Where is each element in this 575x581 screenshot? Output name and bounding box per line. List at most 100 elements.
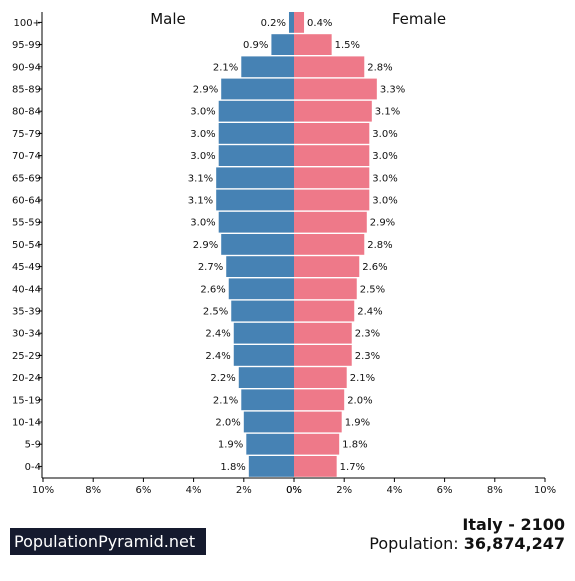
male-value-label: 2.2% <box>210 373 235 384</box>
female-value-label: 1.7% <box>340 462 365 473</box>
male-value-label: 2.9% <box>193 240 218 251</box>
female-bar <box>294 300 355 322</box>
age-group-label: 70-74 <box>12 151 41 162</box>
female-bar <box>294 78 377 100</box>
male-bar <box>271 34 294 55</box>
female-bar <box>294 145 370 166</box>
female-bar <box>294 56 365 78</box>
age-group-label: 60-64 <box>12 196 41 207</box>
population-pyramid-chart: Male Female 0.2% 0.4% 0.9% 1.5% 2.1% 2.8% 2.9%… <box>12 10 556 496</box>
male-value-label: 2.1% <box>213 62 238 73</box>
x-tick-label: 0% <box>286 485 302 496</box>
female-value-label: 2.6% <box>362 262 387 273</box>
country-year-title: Italy - 2100 <box>462 515 565 534</box>
male-bar <box>218 123 294 144</box>
male-bar <box>216 167 294 189</box>
age-group-label: 25-29 <box>12 351 41 362</box>
x-tick-label: 6% <box>135 485 151 496</box>
female-bar <box>294 345 352 366</box>
male-bar <box>241 56 294 78</box>
female-bar <box>294 100 372 122</box>
female-bar <box>294 256 360 277</box>
population-label: Population: <box>369 534 459 553</box>
female-bar <box>294 211 367 233</box>
female-value-label: 2.1% <box>350 373 375 384</box>
male-value-label: 3.1% <box>188 196 213 207</box>
female-bar <box>294 456 337 477</box>
female-value-label: 3.0% <box>372 129 397 140</box>
female-bar <box>294 167 370 189</box>
male-bar <box>226 256 294 277</box>
female-value-label: 2.0% <box>347 395 372 406</box>
male-bar <box>221 234 294 255</box>
male-value-label: 2.7% <box>198 262 223 273</box>
female-value-label: 2.4% <box>357 307 382 318</box>
male-value-label: 3.0% <box>190 218 215 229</box>
female-value-label: 2.5% <box>360 284 385 295</box>
x-tick-label: 2% <box>236 485 252 496</box>
female-value-label: 2.3% <box>355 329 380 340</box>
female-value-label: 0.4% <box>307 18 332 29</box>
x-tick-label: 6% <box>437 485 453 496</box>
female-legend-label: Female <box>392 10 446 28</box>
x-tick-label: 0% <box>286 485 302 496</box>
male-value-label: 1.9% <box>218 440 243 451</box>
male-value-label: 2.1% <box>213 395 238 406</box>
male-value-label: 1.8% <box>220 462 245 473</box>
population-value: 36,874,247 <box>463 534 565 553</box>
age-group-label: 85-89 <box>12 85 41 96</box>
male-value-label: 0.2% <box>261 18 286 29</box>
female-bar <box>294 234 365 255</box>
male-bar <box>218 100 294 122</box>
male-value-label: 3.0% <box>190 129 215 140</box>
female-bar <box>294 322 352 344</box>
female-value-label: 2.3% <box>355 351 380 362</box>
male-bar <box>221 78 294 100</box>
age-group-label: 65-69 <box>12 173 41 184</box>
age-group-label: 95-99 <box>12 40 41 51</box>
age-group-label: 20-24 <box>12 373 41 384</box>
brand-logo[interactable]: PopulationPyramid.net <box>10 528 206 555</box>
female-bar <box>294 367 347 388</box>
male-legend-label: Male <box>150 10 186 28</box>
female-bar <box>294 389 345 411</box>
male-bar <box>238 367 294 388</box>
female-value-label: 3.0% <box>372 173 397 184</box>
male-bar <box>233 345 294 366</box>
male-value-label: 2.4% <box>205 351 230 362</box>
male-value-label: 2.9% <box>193 85 218 96</box>
population-total: Population: 36,874,247 <box>369 534 565 553</box>
x-tick-label: 4% <box>186 485 202 496</box>
female-bar <box>294 278 357 300</box>
female-value-label: 1.8% <box>342 440 367 451</box>
male-value-label: 2.0% <box>215 418 240 429</box>
female-value-label: 3.0% <box>372 196 397 207</box>
male-value-label: 2.6% <box>200 284 225 295</box>
age-group-label: 45-49 <box>12 262 41 273</box>
age-group-label: 80-84 <box>12 107 41 118</box>
age-group-label: 40-44 <box>12 284 41 295</box>
male-bar <box>228 278 294 300</box>
female-bar <box>294 189 370 211</box>
age-group-label: 15-19 <box>12 395 41 406</box>
male-bar <box>241 389 294 411</box>
male-bar <box>288 12 294 33</box>
female-value-label: 1.5% <box>335 40 360 51</box>
age-group-label: 35-39 <box>12 307 41 318</box>
x-tick-label: 8% <box>487 485 503 496</box>
male-value-label: 0.9% <box>243 40 268 51</box>
female-value-label: 2.9% <box>370 218 395 229</box>
age-group-label: 5-9 <box>25 440 41 451</box>
male-bar <box>218 211 294 233</box>
male-bar <box>246 433 294 455</box>
female-bar <box>294 12 305 33</box>
age-group-label: 50-54 <box>12 240 41 251</box>
x-tick-label: 2% <box>336 485 352 496</box>
female-bar <box>294 433 340 455</box>
female-value-label: 2.8% <box>367 240 392 251</box>
age-group-label: 0-4 <box>25 462 41 473</box>
age-group-label: 30-34 <box>12 329 41 340</box>
female-value-label: 3.0% <box>372 151 397 162</box>
x-tick-label: 4% <box>386 485 402 496</box>
male-bar <box>218 145 294 166</box>
